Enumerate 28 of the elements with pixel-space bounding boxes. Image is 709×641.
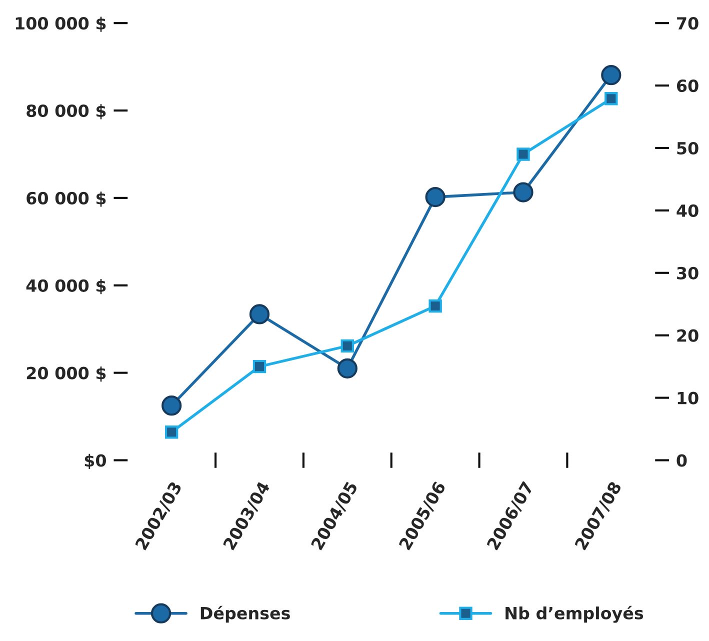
point	[428, 299, 442, 313]
point	[601, 65, 622, 86]
point	[164, 426, 178, 439]
point	[513, 182, 534, 202]
point	[249, 304, 270, 324]
point	[252, 360, 266, 374]
point	[340, 339, 354, 353]
y-tick-label: 60 000 $	[26, 192, 106, 207]
y2-tick-label: 40	[676, 204, 698, 217]
point	[604, 92, 618, 106]
point	[337, 358, 358, 379]
y2-tick-label: 50	[677, 142, 698, 155]
y2-tick-label: 20	[677, 329, 698, 342]
legend-label: Dépenses	[200, 606, 290, 623]
y-tick-label: 20 000 $	[26, 366, 106, 382]
point	[516, 148, 530, 161]
y-tick-label: 80 000 $	[26, 104, 106, 120]
y-tick-label: $0	[84, 454, 106, 470]
y2-tick-label: 70	[677, 17, 698, 30]
point	[425, 186, 446, 208]
y2-tick-label: 30	[677, 266, 698, 280]
y2-tick-label: 0	[676, 454, 687, 467]
y2-tick-label: 60	[676, 79, 698, 92]
y2-tick-label: 10	[678, 392, 698, 404]
y-tick-label: 100 000 $	[16, 16, 106, 32]
point	[162, 396, 182, 416]
legend-label: Nb d’employés	[506, 606, 644, 623]
y-tick-label: 40 000 $	[26, 279, 106, 294]
